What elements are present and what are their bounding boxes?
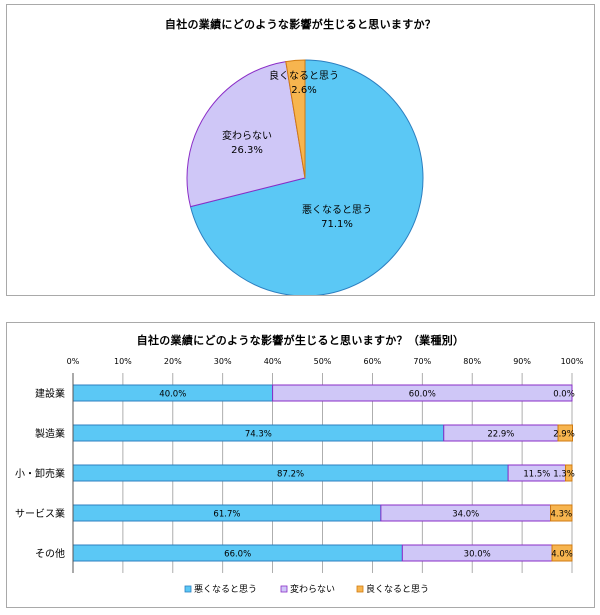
legend-swatch-same bbox=[280, 585, 288, 593]
pie-chart-title: 自社の業績にどのような影響が生じると思いますか？ bbox=[164, 18, 437, 31]
pie-value-bad: 71.1% bbox=[321, 219, 353, 230]
x-tick-label: 40% bbox=[264, 357, 282, 366]
bar-value-label-good: 1.3% bbox=[553, 470, 575, 480]
bar-chart-panel: 自社の業績にどのような影響が生じると思いますか？（業種別） 0% 10% 20% 30… bbox=[6, 322, 595, 608]
bar-segment-good bbox=[565, 464, 573, 482]
pie-label-good: 良くなると思う bbox=[269, 69, 339, 82]
category-label: 建設業 bbox=[35, 387, 65, 400]
bar-segment-same bbox=[272, 384, 573, 402]
stacked-bar-chart: 0% 10% 20% 30% 40% 50% 60% 70% 80% 90% 100% 建設業 40.0… bbox=[15, 357, 584, 595]
category-label: 製造業 bbox=[35, 427, 65, 440]
x-tick-label: 20% bbox=[164, 357, 182, 366]
x-tick-label: 90% bbox=[513, 357, 531, 366]
bar-value-label-good: 0.0% bbox=[553, 390, 575, 400]
legend-label-good: 良くなると思う bbox=[366, 583, 429, 595]
bar-value-label-same: 60.0% bbox=[409, 390, 436, 400]
pie-slice-good bbox=[285, 59, 306, 179]
bar-value-label-bad: 66.0% bbox=[224, 550, 251, 560]
bar-segment-good bbox=[557, 424, 573, 442]
bar-value-label-bad: 61.7% bbox=[213, 510, 240, 520]
pie-slice-bad bbox=[189, 59, 424, 295]
x-tick-label: 60% bbox=[364, 357, 382, 366]
bar-value-label-bad: 74.3% bbox=[245, 430, 272, 440]
pie-chart: 悪くなると思う 71.1% 変わらない 26.3% 良くなると思う 2.6% bbox=[186, 59, 424, 295]
x-tick-label: 0% bbox=[67, 357, 80, 366]
x-tick-label: 70% bbox=[413, 357, 431, 366]
x-tick-label: 50% bbox=[314, 357, 332, 366]
legend-label-bad: 悪くなると思う bbox=[194, 584, 257, 595]
category-label: サービス業 bbox=[15, 507, 65, 520]
x-tick-label: 10% bbox=[114, 357, 132, 366]
bar-value-label-same: 30.0% bbox=[464, 550, 491, 560]
category-label: 小・卸売業 bbox=[15, 467, 65, 480]
x-tick-label: 80% bbox=[463, 357, 481, 366]
pie-chart-panel: 自社の業績にどのような影響が生じると思いますか？ 悪くなると思う 71.1% 変わら… bbox=[6, 4, 595, 296]
bar-chart-title: 自社の業績にどのような影響が生じると思いますか？（業種別） bbox=[136, 334, 465, 347]
bar-segment-good bbox=[550, 504, 573, 522]
x-tick-label: 30% bbox=[214, 357, 232, 366]
legend-label-same: 変わらない bbox=[290, 583, 335, 595]
bar-value-label-bad: 87.2% bbox=[277, 470, 304, 480]
pie-value-good: 2.6% bbox=[291, 85, 316, 96]
bar-value-label-same: 11.5% bbox=[523, 470, 550, 480]
bar-value-label-good: 2.9% bbox=[553, 430, 575, 440]
pie-label-same: 変わらない bbox=[222, 129, 272, 142]
pie-label-bad: 悪くなると思う bbox=[302, 204, 372, 216]
pie-value-same: 26.3% bbox=[231, 145, 263, 156]
bar-value-label-good: 4.0% bbox=[551, 550, 573, 560]
category-label: その他 bbox=[35, 547, 65, 560]
bar-value-label-same: 34.0% bbox=[452, 510, 479, 520]
bar-value-label-bad: 40.0% bbox=[159, 390, 186, 400]
legend-swatch-good bbox=[356, 585, 364, 593]
pie-slice-same bbox=[186, 60, 306, 208]
bar-value-label-good: 4.3% bbox=[550, 510, 572, 520]
bar-value-label-same: 22.9% bbox=[487, 430, 514, 440]
x-tick-label: 100% bbox=[561, 357, 584, 366]
bar-segment-good bbox=[551, 544, 573, 562]
legend-swatch-bad bbox=[184, 585, 192, 593]
